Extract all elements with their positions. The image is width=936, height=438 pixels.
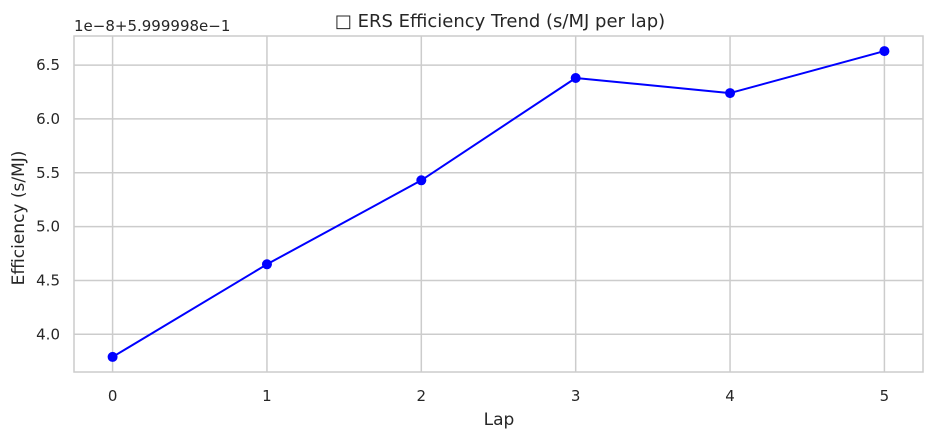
x-tick-label: 0 (108, 387, 118, 405)
axis-ticks: 0 1 2 3 4 5 4.0 4.5 5.0 5.5 6.0 6.5 (36, 56, 889, 405)
data-point (107, 351, 118, 362)
y-tick-label: 6.0 (36, 110, 60, 128)
x-tick-label: 5 (880, 387, 890, 405)
data-point (570, 73, 581, 83)
plot-area-frame (73, 35, 924, 373)
x-tick-label: 1 (262, 387, 272, 405)
data-point (261, 259, 272, 270)
series-group (107, 46, 890, 362)
y-axis-offset-label: 1e−8+5.999998e−1 (74, 17, 230, 35)
series-line (112, 50, 885, 358)
data-point (879, 46, 890, 57)
x-tick-label: 4 (725, 387, 735, 405)
chart-title: □ ERS Efficiency Trend (s/MJ per lap) (335, 11, 665, 32)
x-axis-label: Lap (484, 410, 515, 430)
y-tick-label: 5.5 (36, 164, 60, 182)
y-axis-label: Efficiency (s/MJ) (9, 151, 29, 286)
y-tick-label: 5.0 (36, 218, 60, 236)
data-point (725, 88, 736, 99)
y-tick-label: 6.5 (36, 56, 60, 74)
grid-lines (74, 36, 923, 372)
y-tick-label: 4.0 (36, 325, 60, 343)
y-tick-label: 4.5 (36, 271, 60, 289)
x-tick-label: 2 (417, 387, 427, 405)
data-point (416, 175, 427, 186)
x-tick-label: 3 (571, 387, 581, 405)
